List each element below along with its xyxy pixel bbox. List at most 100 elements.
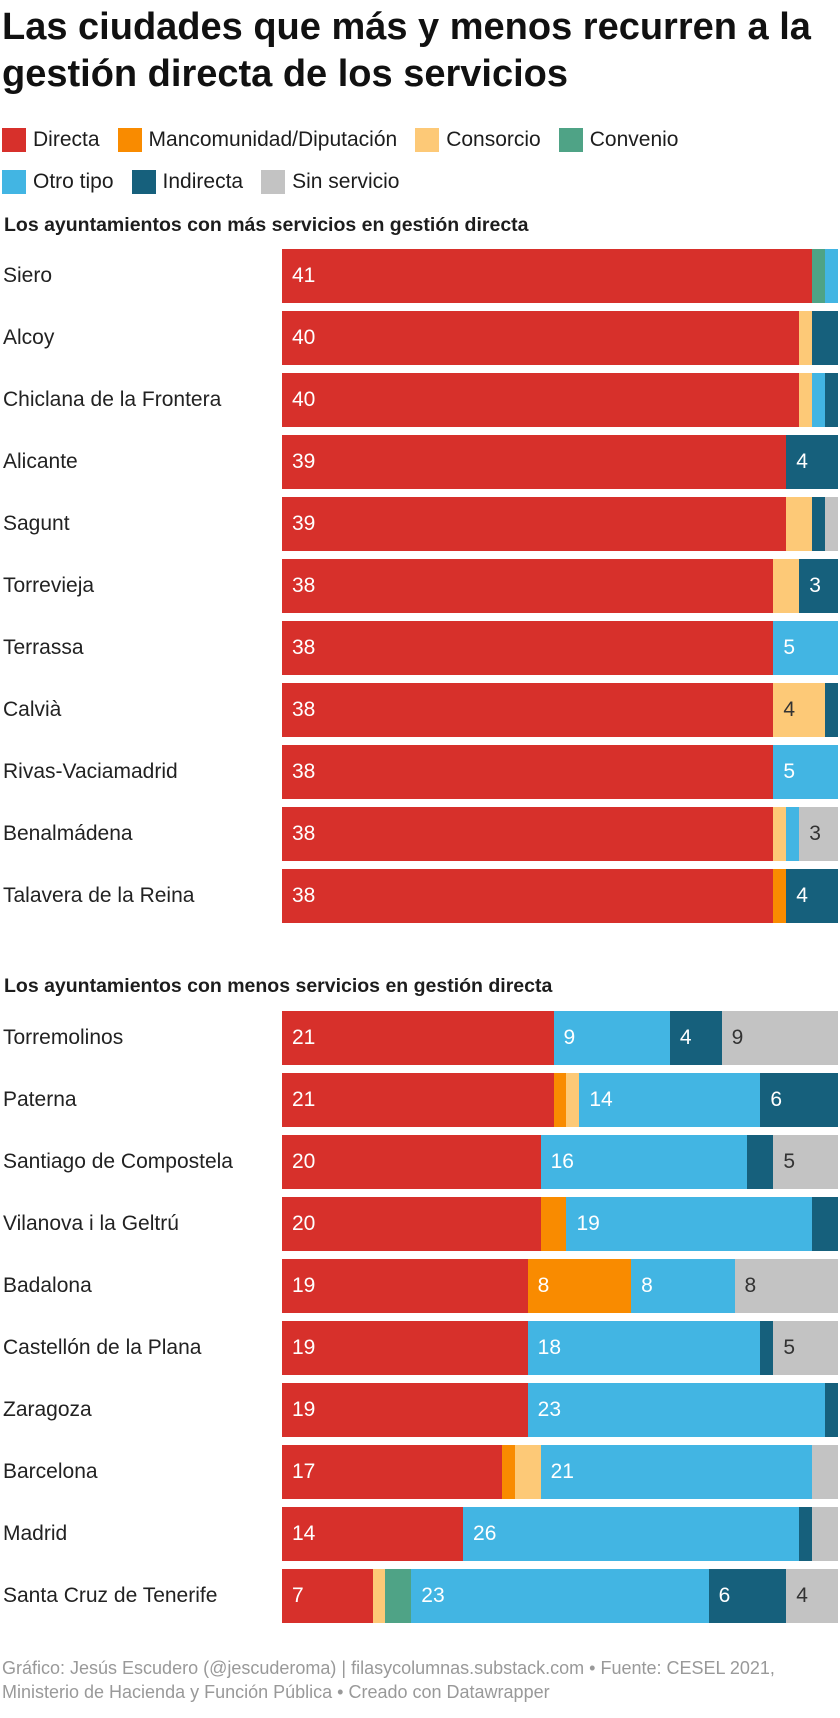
bar-segment-otro xyxy=(812,373,826,427)
bar-segment-sin xyxy=(825,497,838,551)
stacked-bar: 38 3 xyxy=(282,807,838,861)
bar-row: Alicante 39 4 xyxy=(0,435,840,489)
bar-segment-directa: 38 xyxy=(282,745,774,799)
bar-row: Sagunt 39 xyxy=(0,497,840,551)
data-label: 26 xyxy=(473,1522,497,1545)
stacked-bar: 39 xyxy=(282,497,838,551)
data-label: 8 xyxy=(744,1274,757,1297)
row-label: Vilanova i la Geltrú xyxy=(3,1212,179,1235)
bar-segment-sin: 5 xyxy=(773,1135,838,1189)
bar-segment-directa: 40 xyxy=(282,373,800,427)
data-label: 5 xyxy=(783,636,796,659)
stacked-bar: 17 21 xyxy=(282,1445,838,1499)
bar-segment-indirecta xyxy=(812,497,826,551)
bar-segment-directa: 19 xyxy=(282,1259,528,1313)
row-label: Siero xyxy=(3,264,53,287)
row-label: Castellón de la Plana xyxy=(3,1336,202,1359)
bar-row: Badalona 19 8 8 8 xyxy=(0,1259,840,1313)
data-label: 19 xyxy=(292,1398,316,1421)
bar-segment-directa: 21 xyxy=(282,1011,554,1065)
data-label: 38 xyxy=(292,822,316,845)
stacked-bar: 39 4 xyxy=(282,435,838,489)
bar-row: Zaragoza 19 23 xyxy=(0,1383,840,1437)
bar-row: Torremolinos 21 9 4 9 xyxy=(0,1011,840,1065)
data-label: 8 xyxy=(641,1274,653,1297)
data-label: 38 xyxy=(292,574,316,597)
bar-segment-otro: 23 xyxy=(527,1383,826,1437)
bar-segment-directa: 40 xyxy=(282,311,800,365)
bar-segment-directa: 38 xyxy=(282,621,774,675)
bar-segment-consorcio xyxy=(773,807,787,861)
bar-segment-otro: 9 xyxy=(553,1011,670,1065)
legend-label: Mancomunidad/Diputación xyxy=(148,128,398,151)
bar-segment-directa: 39 xyxy=(282,497,787,551)
bar-segment-indirecta xyxy=(812,1197,838,1251)
data-label: 38 xyxy=(292,698,316,721)
stacked-bar: 21 14 6 xyxy=(282,1073,838,1127)
bar-row: Paterna 21 14 6 xyxy=(0,1073,840,1127)
bar-row: Vilanova i la Geltrú 20 19 xyxy=(0,1197,840,1251)
data-label: 38 xyxy=(292,760,316,783)
bar-row: Terrassa 38 5 xyxy=(0,621,840,675)
bar-segment-indirecta xyxy=(825,1383,838,1437)
data-label: 20 xyxy=(292,1150,316,1173)
row-label: Talavera de la Reina xyxy=(3,884,195,907)
data-label: 6 xyxy=(770,1088,783,1111)
data-label: 21 xyxy=(292,1088,316,1111)
bar-segment-directa: 19 xyxy=(282,1383,528,1437)
bar-row: Santa Cruz de Tenerife 7 23 6 4 xyxy=(0,1569,840,1623)
bar-segment-manc xyxy=(773,869,787,923)
bar-segment-consorcio xyxy=(773,559,800,613)
bar-row: Rivas-Vaciamadrid 38 5 xyxy=(0,745,840,799)
bar-row: Talavera de la Reina 38 4 xyxy=(0,869,840,923)
stacked-bar: 19 18 5 xyxy=(282,1321,838,1375)
bar-segment-otro: 18 xyxy=(527,1321,761,1375)
data-label: 39 xyxy=(292,450,316,473)
bar-segment-consorcio: 4 xyxy=(773,683,826,737)
data-label: 4 xyxy=(796,884,808,907)
bar-segment-otro: 19 xyxy=(566,1197,813,1251)
row-label: Sagunt xyxy=(3,512,70,535)
data-label: 5 xyxy=(783,760,796,783)
data-label: 9 xyxy=(563,1026,576,1049)
stacked-bar: 38 4 xyxy=(282,683,838,737)
stacked-bar: 40 xyxy=(282,311,838,365)
legend-label: Indirecta xyxy=(162,170,244,193)
data-label: 38 xyxy=(292,636,316,659)
bar-segment-otro: 26 xyxy=(463,1507,800,1561)
bar-segment-manc: 8 xyxy=(527,1259,632,1313)
bar-row: Santiago de Compostela 20 16 5 xyxy=(0,1135,840,1189)
bar-segment-consorcio xyxy=(799,311,813,365)
bar-segment-directa: 39 xyxy=(282,435,787,489)
data-label: 21 xyxy=(550,1460,574,1483)
bar-segment-indirecta: 4 xyxy=(669,1011,722,1065)
legend-swatch xyxy=(117,128,142,152)
bar-row: Chiclana de la Frontera 40 xyxy=(0,373,840,427)
data-label: 19 xyxy=(292,1274,316,1297)
row-label: Terrassa xyxy=(3,636,84,659)
legend-item-consorcio: Consorcio xyxy=(415,122,541,158)
data-label: 14 xyxy=(589,1088,613,1111)
legend-item-sin: Sin servicio xyxy=(261,164,399,200)
bar-segment-sin: 5 xyxy=(773,1321,838,1375)
bar-segment-consorcio xyxy=(786,497,813,551)
bar-segment-otro: 14 xyxy=(579,1073,761,1127)
row-label: Benalmádena xyxy=(3,822,133,845)
bar-segment-indirecta xyxy=(760,1321,774,1375)
stacked-bar: 19 23 xyxy=(282,1383,838,1437)
bar-segment-convenio xyxy=(385,1569,412,1623)
data-label: 4 xyxy=(796,450,808,473)
data-label: 3 xyxy=(809,822,821,845)
stacked-bar: 38 5 xyxy=(282,621,838,675)
bar-row: Siero 41 xyxy=(0,249,840,303)
row-label: Torrevieja xyxy=(3,574,95,597)
row-label: Zaragoza xyxy=(3,1398,92,1421)
data-label: 5 xyxy=(783,1336,796,1359)
bar-segment-directa: 38 xyxy=(282,807,774,861)
legend-label: Directa xyxy=(33,128,100,151)
data-label: 20 xyxy=(292,1212,316,1235)
legend-swatch xyxy=(261,170,286,194)
legend-label: Sin servicio xyxy=(292,170,400,193)
bar-segment-indirecta: 6 xyxy=(760,1073,838,1127)
